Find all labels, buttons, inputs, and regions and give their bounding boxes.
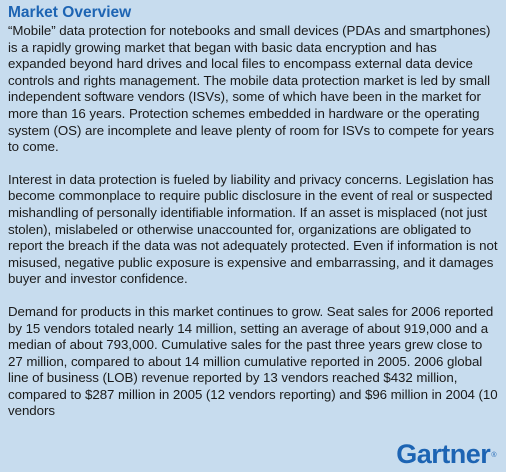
registered-mark: ® xyxy=(491,452,496,459)
section-heading: Market Overview xyxy=(8,4,132,21)
gartner-logo-text: Gartner xyxy=(396,439,491,469)
gartner-logo: Gartner® xyxy=(396,439,496,469)
paragraph-demand-growth: Demand for products in this market conti… xyxy=(8,303,498,419)
paragraph-liability-privacy: Interest in data protection is fueled by… xyxy=(8,171,498,287)
paragraph-mobile-data-protection: “Mobile” data protection for notebooks a… xyxy=(8,23,494,155)
